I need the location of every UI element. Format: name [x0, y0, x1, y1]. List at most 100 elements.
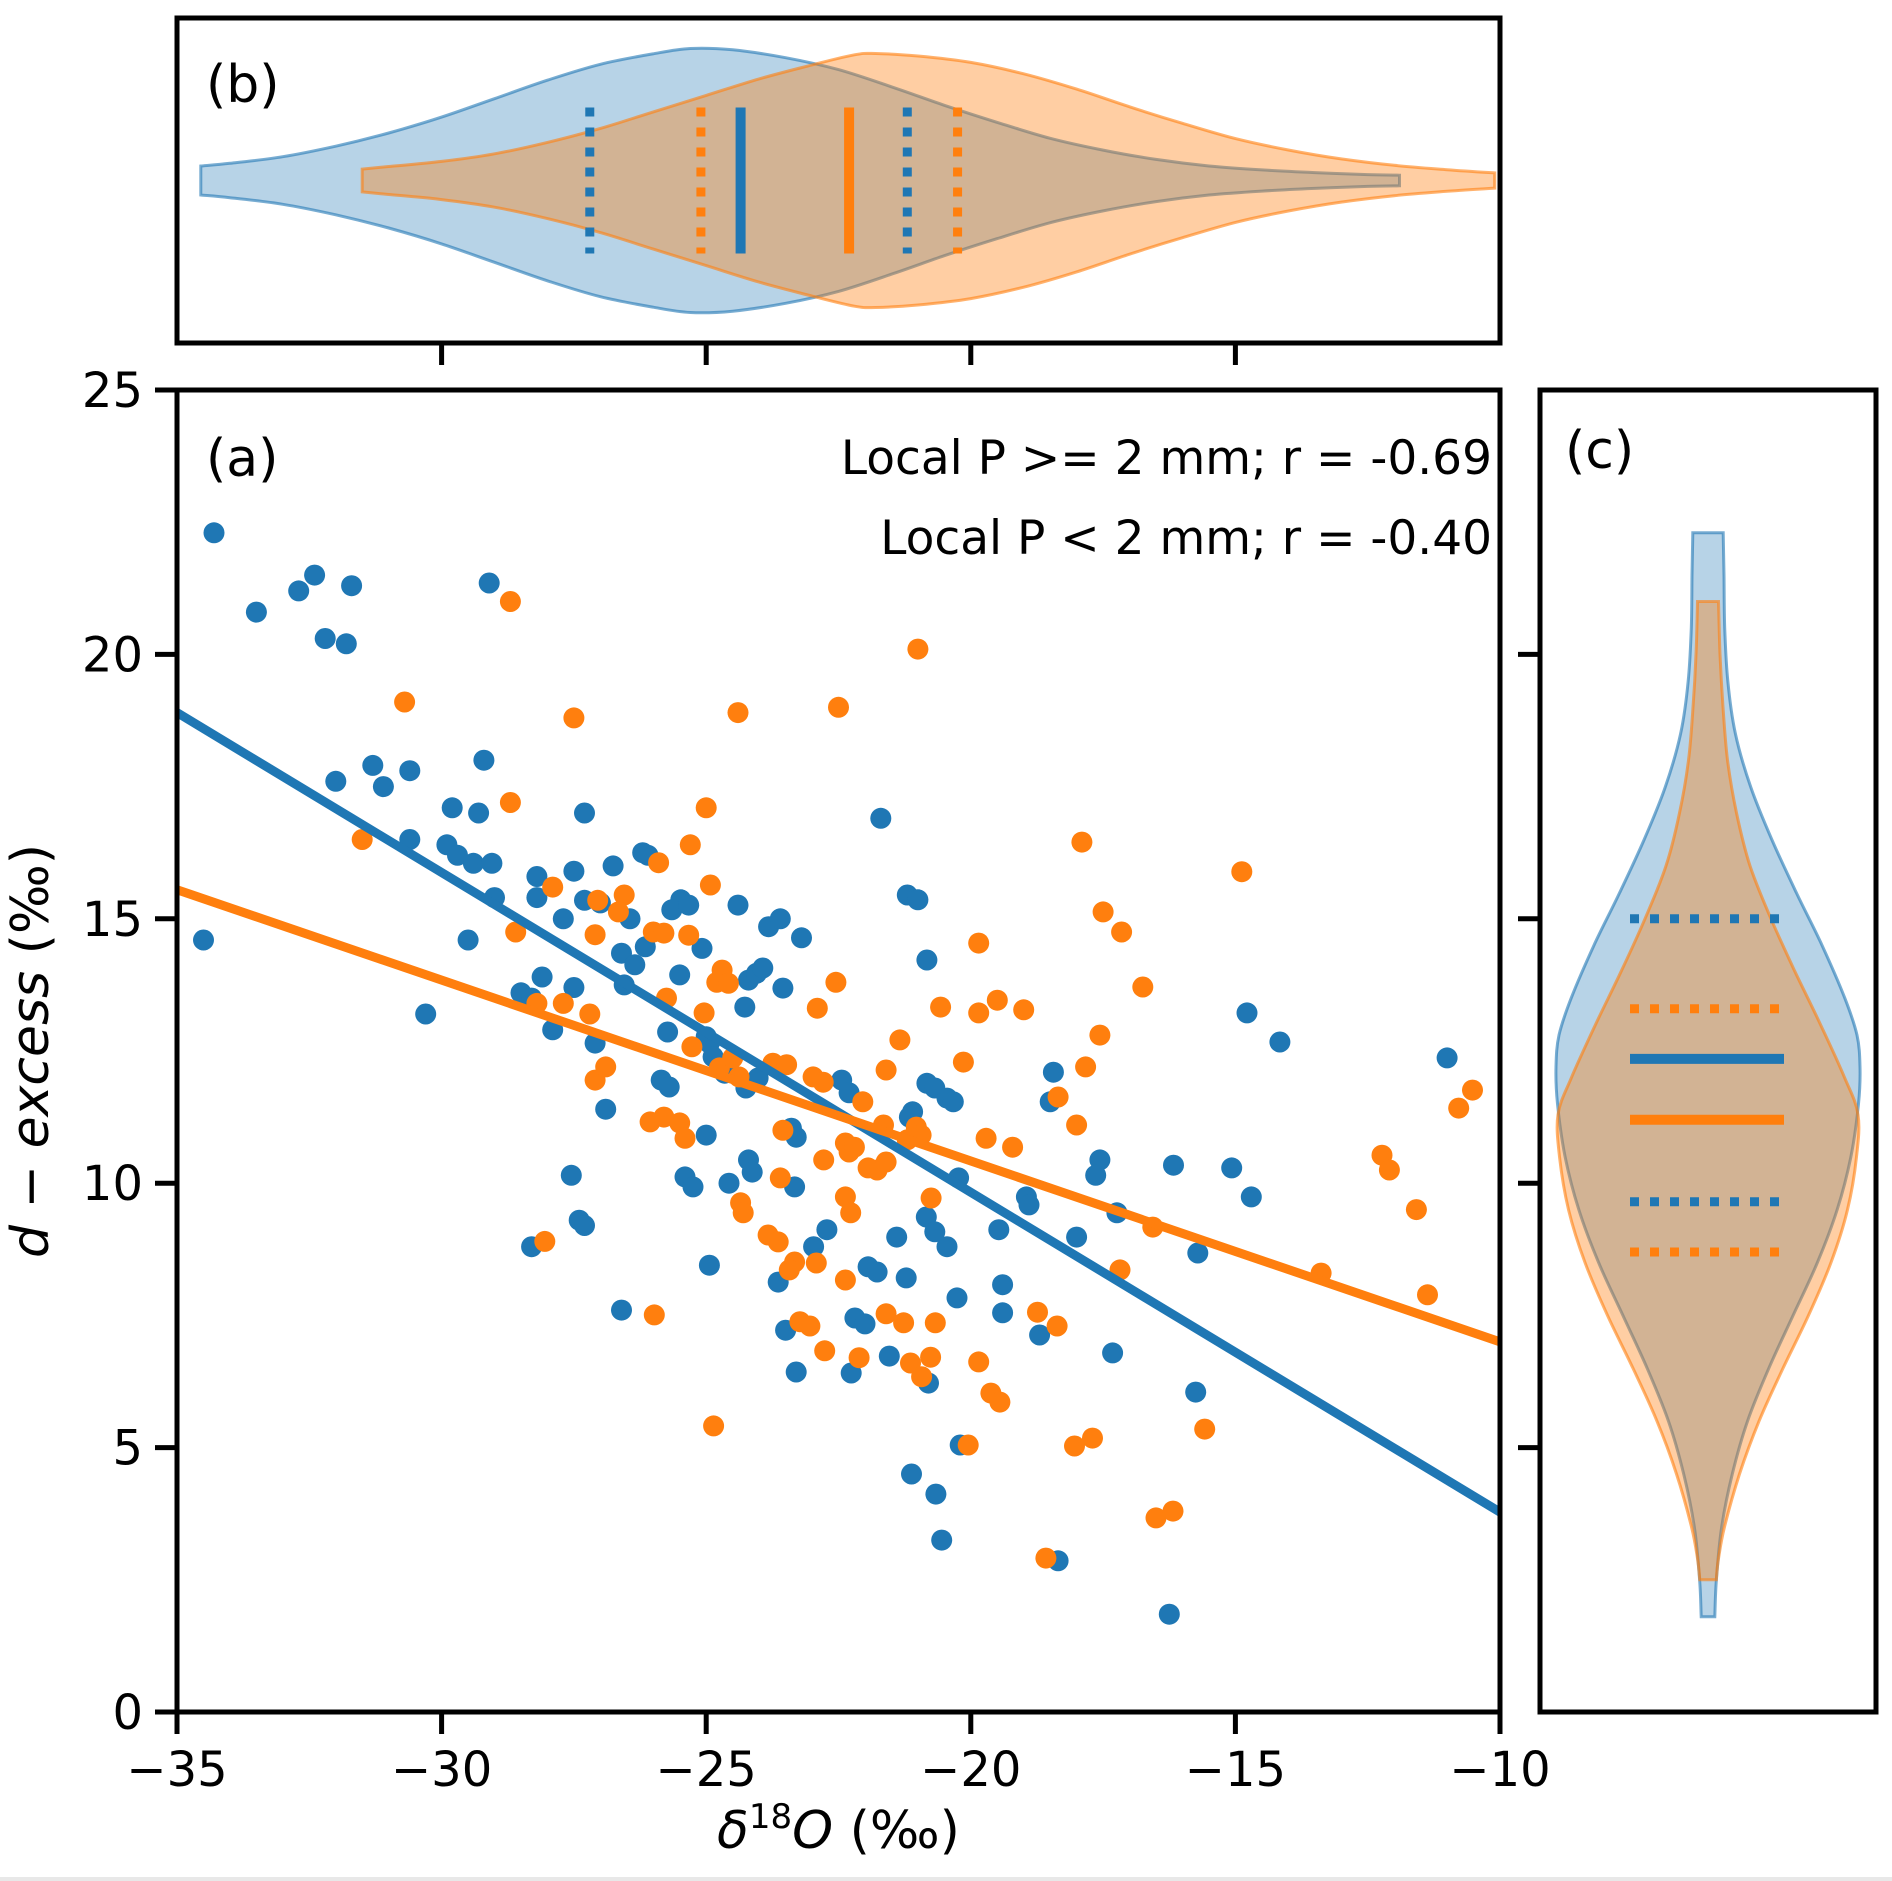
scatter-point-p_lt_2mm	[1027, 1301, 1048, 1323]
legend-entry-p_lt_2mm: Local P < 2 mm; r = -0.40	[880, 511, 1492, 566]
panel-label-a: (a)	[206, 429, 278, 489]
scatter-point-p_ge_2mm	[457, 929, 479, 951]
scatter-point-p_lt_2mm	[732, 1202, 754, 1224]
scatter-point-p_lt_2mm	[889, 1029, 911, 1051]
scatter-point-p_lt_2mm	[552, 992, 574, 1014]
scatter-point-p_lt_2mm	[1194, 1418, 1216, 1440]
scatter-point-p_lt_2mm	[772, 1119, 794, 1141]
scatter-point-p_lt_2mm	[1071, 831, 1093, 853]
panel-label-b: (b)	[206, 55, 280, 115]
scatter-point-p_lt_2mm	[767, 1231, 789, 1253]
violin-y-p_lt_2mm	[1555, 600, 1861, 1582]
scatter-point-p_ge_2mm	[988, 1219, 1010, 1241]
scatter-point-p_lt_2mm	[924, 1312, 946, 1334]
scatter-point-p_lt_2mm	[351, 829, 373, 850]
scatter-point-p_ge_2mm	[563, 977, 585, 998]
scatter-point-p_lt_2mm	[825, 971, 847, 993]
scatter-point-p_ge_2mm	[362, 754, 384, 776]
scatter-point-p_ge_2mm	[552, 908, 574, 930]
scatter-point-p_lt_2mm	[648, 852, 670, 874]
scatter-point-p_lt_2mm	[840, 1202, 862, 1224]
y-tick-label: 0	[112, 1685, 143, 1741]
scatter-point-p_ge_2mm	[632, 842, 654, 864]
scatter-point-p_lt_2mm	[679, 834, 701, 856]
scatter-point-p_lt_2mm	[920, 1187, 942, 1209]
scatter-point-p_ge_2mm	[791, 927, 812, 949]
scatter-point-p_ge_2mm	[657, 1021, 679, 1043]
panel-a-box	[174, 387, 1503, 1715]
scatter-point-p_ge_2mm	[473, 749, 495, 771]
x-axis-label: δ18O (‰)	[717, 1797, 960, 1861]
scatter-point-p_lt_2mm	[587, 889, 609, 911]
scatter-point-p_lt_2mm	[875, 1303, 897, 1325]
scatter-point-p_lt_2mm	[989, 1391, 1011, 1413]
scatter-point-p_ge_2mm	[1221, 1157, 1243, 1179]
x-tick-label: −30	[391, 1742, 492, 1798]
scatter-point-p_ge_2mm	[1269, 1031, 1291, 1053]
scatter-point-p_ge_2mm	[931, 1529, 953, 1551]
scatter-point-p_ge_2mm	[772, 977, 794, 999]
violin-panel-top	[199, 46, 1497, 315]
scatter-point-p_ge_2mm	[574, 1215, 595, 1236]
scatter-point-p_ge_2mm	[878, 1345, 900, 1367]
scatter-point-p_lt_2mm	[920, 1346, 942, 1368]
scatter-point-p_lt_2mm	[1002, 1136, 1024, 1158]
y-axis-label: d − excess (‰)	[1, 844, 61, 1258]
scatter-point-p_lt_2mm	[1064, 1435, 1085, 1457]
violin-panel-right	[1554, 531, 1862, 1619]
scatter-point-p_lt_2mm	[814, 1340, 836, 1362]
scatter-point-p_lt_2mm	[776, 1054, 798, 1076]
scatter-point-p_ge_2mm	[1042, 1061, 1064, 1083]
scatter-point-p_lt_2mm	[1075, 1056, 1097, 1078]
scatter-points-p_lt_2mm	[351, 591, 1483, 1569]
scatter-point-p_ge_2mm	[203, 522, 225, 544]
scatter-point-p_lt_2mm	[1046, 1315, 1068, 1337]
scatter-point-p_ge_2mm	[854, 1313, 876, 1335]
scatter-point-p_ge_2mm	[816, 1219, 838, 1241]
scatter-point-p_lt_2mm	[643, 1304, 665, 1326]
scatter-point-p_lt_2mm	[1013, 999, 1035, 1021]
scatter-point-p_ge_2mm	[415, 1003, 437, 1025]
scatter-point-p_lt_2mm	[893, 1312, 915, 1334]
scatter-point-p_ge_2mm	[462, 852, 484, 874]
scatter-point-p_ge_2mm	[695, 1124, 717, 1146]
scatter-point-p_lt_2mm	[695, 797, 717, 819]
scatter-point-p_lt_2mm	[769, 1167, 791, 1189]
scatter-point-p_ge_2mm	[1240, 1186, 1262, 1208]
scatter-point-p_lt_2mm	[542, 876, 564, 898]
scatter-point-p_ge_2mm	[1029, 1324, 1051, 1346]
scatter-point-p_ge_2mm	[870, 807, 892, 829]
scatter-point-p_lt_2mm	[703, 1415, 725, 1437]
scatter-point-p_ge_2mm	[441, 797, 463, 819]
scatter-point-p_ge_2mm	[335, 633, 357, 655]
scatter-point-p_lt_2mm	[1035, 1547, 1057, 1569]
scatter-point-p_ge_2mm	[886, 1226, 908, 1248]
y-tick-label: 15	[82, 892, 143, 948]
trendline-p_lt_2mm	[175, 885, 1502, 1347]
scatter-point-p_lt_2mm	[828, 696, 849, 718]
scatter-point-p_lt_2mm	[930, 996, 952, 1018]
scatter-point-p_ge_2mm	[785, 1361, 807, 1383]
scatter-point-p_ge_2mm	[925, 1483, 947, 1505]
y-tick-label: 20	[82, 627, 143, 683]
scatter-point-p_lt_2mm	[986, 989, 1008, 1011]
scatter-point-p_lt_2mm	[968, 932, 990, 954]
scatter-point-p_ge_2mm	[992, 1302, 1014, 1324]
scatter-point-p_lt_2mm	[394, 691, 416, 713]
scatter-point-p_lt_2mm	[848, 1347, 870, 1369]
scatter-panel	[174, 522, 1503, 1625]
scatter-point-p_ge_2mm	[1187, 1242, 1209, 1264]
scatter-point-p_lt_2mm	[1082, 1427, 1103, 1449]
panel-b-box	[174, 15, 1503, 346]
scatter-point-p_ge_2mm	[372, 776, 394, 798]
scatter-point-p_lt_2mm	[1047, 1086, 1069, 1108]
scatter-point-p_ge_2mm	[669, 964, 691, 986]
scatter-point-p_lt_2mm	[1162, 1500, 1184, 1522]
scatter-point-p_ge_2mm	[741, 1161, 763, 1183]
scatter-point-p_lt_2mm	[499, 792, 521, 813]
scatter-point-p_ge_2mm	[1066, 1226, 1088, 1248]
scatter-point-p_ge_2mm	[245, 601, 267, 623]
scatter-point-p_ge_2mm	[399, 829, 421, 850]
scatter-point-p_lt_2mm	[1417, 1284, 1438, 1306]
